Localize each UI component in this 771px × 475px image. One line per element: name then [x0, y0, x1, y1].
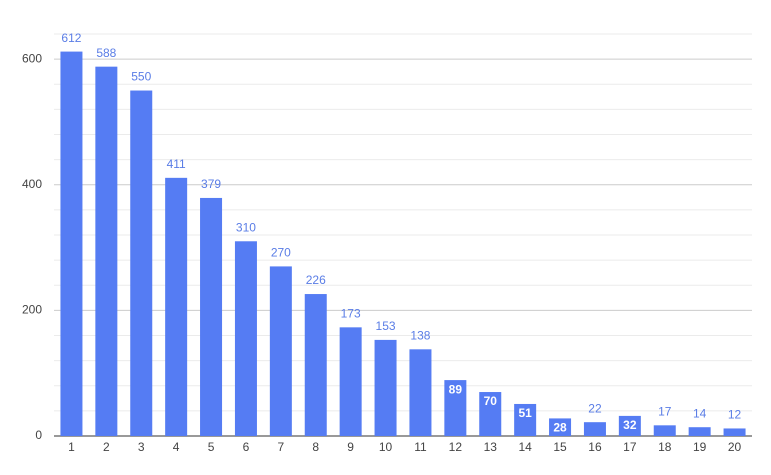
bar — [444, 380, 467, 436]
value-label: 70 — [484, 394, 498, 408]
bar — [165, 177, 188, 436]
value-label: 310 — [236, 220, 256, 234]
x-tick-label: 5 — [208, 440, 215, 454]
bar — [409, 349, 432, 436]
bar — [583, 422, 606, 436]
bar — [130, 90, 153, 436]
value-label: 17 — [658, 404, 672, 418]
x-tick-label: 6 — [243, 440, 250, 454]
value-label: 28 — [553, 421, 567, 435]
value-label: 612 — [61, 31, 81, 45]
value-label: 379 — [201, 177, 221, 191]
x-tick-label: 11 — [414, 440, 427, 454]
x-tick-label: 3 — [138, 440, 145, 454]
value-label: 138 — [410, 328, 430, 342]
y-tick-label: 400 — [22, 177, 42, 191]
x-tick-label: 13 — [484, 440, 498, 454]
x-tick-label: 10 — [379, 440, 393, 454]
bar — [95, 66, 118, 436]
value-label: 588 — [96, 46, 116, 60]
value-label: 411 — [167, 157, 186, 171]
bar — [304, 294, 327, 436]
x-tick-label: 1 — [68, 440, 75, 454]
y-tick-label: 600 — [22, 51, 42, 65]
x-tick-label: 18 — [658, 440, 672, 454]
bar — [374, 339, 397, 436]
y-tick-label: 0 — [35, 428, 42, 442]
bar — [200, 197, 223, 436]
x-tick-label: 19 — [693, 440, 707, 454]
value-label: 32 — [623, 418, 637, 432]
bar — [514, 403, 537, 436]
y-tick-label: 200 — [22, 303, 42, 317]
x-tick-label: 4 — [173, 440, 180, 454]
bar — [723, 428, 746, 436]
bar — [618, 415, 641, 436]
bar — [479, 392, 502, 436]
value-label: 550 — [131, 70, 151, 84]
bar — [339, 327, 362, 436]
value-label: 12 — [728, 408, 742, 422]
value-label: 89 — [449, 382, 463, 396]
value-label: 153 — [376, 319, 396, 333]
bar — [60, 51, 83, 437]
value-label: 226 — [306, 273, 326, 287]
value-label: 173 — [341, 307, 361, 321]
x-tick-label: 7 — [278, 440, 285, 454]
x-tick-label: 16 — [588, 440, 602, 454]
x-tick-label: 9 — [347, 440, 354, 454]
x-tick-label: 14 — [518, 440, 532, 454]
x-tick-label: 17 — [623, 440, 637, 454]
bar — [688, 427, 711, 436]
x-tick-label: 15 — [553, 440, 567, 454]
x-tick-label: 2 — [103, 440, 110, 454]
value-label: 270 — [271, 246, 291, 260]
bar — [269, 266, 292, 436]
x-tick-label: 8 — [312, 440, 319, 454]
x-tick-label: 12 — [449, 440, 463, 454]
bar — [234, 241, 257, 436]
value-label: 14 — [693, 406, 707, 420]
value-label: 22 — [588, 401, 602, 415]
x-tick-label: 20 — [728, 440, 742, 454]
bar — [549, 418, 572, 436]
value-label: 51 — [518, 406, 532, 420]
bar — [653, 425, 676, 436]
